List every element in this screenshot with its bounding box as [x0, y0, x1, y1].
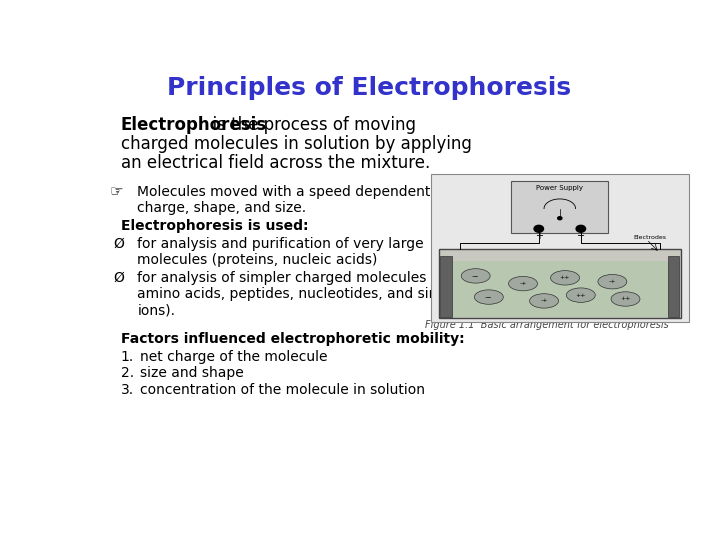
Bar	[440, 256, 452, 318]
Text: Electrodes: Electrodes	[634, 235, 667, 240]
Text: -+: -+	[519, 281, 527, 286]
Text: -+: -+	[608, 279, 616, 284]
FancyBboxPatch shape	[439, 249, 680, 318]
Ellipse shape	[598, 274, 627, 289]
Text: Molecules moved with a speed dependent on their: Molecules moved with a speed dependent o…	[138, 185, 489, 199]
Text: −: −	[577, 231, 585, 240]
Ellipse shape	[462, 269, 490, 283]
Text: ☞: ☞	[109, 184, 123, 199]
Text: Principles of Electrophoresis: Principles of Electrophoresis	[167, 76, 571, 100]
Circle shape	[558, 217, 562, 220]
Text: molecules (proteins, nucleic acids): molecules (proteins, nucleic acids)	[138, 253, 378, 267]
FancyBboxPatch shape	[431, 174, 688, 322]
Text: -+: -+	[540, 299, 548, 303]
Ellipse shape	[530, 294, 559, 308]
Text: Ø: Ø	[114, 237, 125, 251]
Ellipse shape	[474, 290, 503, 304]
Ellipse shape	[567, 288, 595, 302]
FancyBboxPatch shape	[511, 181, 608, 233]
Text: Factors influenced electrophoretic mobility:: Factors influenced electrophoretic mobil…	[121, 332, 464, 346]
Text: Electrophoresis is used:: Electrophoresis is used:	[121, 219, 308, 233]
Text: ++: ++	[575, 293, 586, 298]
Text: an electrical field across the mixture.: an electrical field across the mixture.	[121, 153, 430, 172]
Text: for analysis and purification of very large: for analysis and purification of very la…	[138, 237, 424, 251]
Ellipse shape	[611, 292, 640, 306]
Text: +: +	[535, 231, 543, 240]
Text: concentration of the molecule in solution: concentration of the molecule in solutio…	[140, 383, 426, 397]
Ellipse shape	[508, 276, 537, 291]
Text: charge, shape, and size.: charge, shape, and size.	[138, 201, 307, 215]
Text: Figure 1.1  Basic arrangement for electrophoresis: Figure 1.1 Basic arrangement for electro…	[425, 320, 669, 330]
Text: 1.: 1.	[121, 350, 134, 364]
Text: 3.: 3.	[121, 383, 134, 397]
Text: Power Supply: Power Supply	[536, 185, 583, 191]
Text: Electrophoresis: Electrophoresis	[121, 116, 267, 134]
Text: Ø: Ø	[114, 271, 125, 285]
Text: -−: -−	[472, 273, 480, 279]
Text: charged molecules in solution by applying: charged molecules in solution by applyin…	[121, 135, 472, 153]
Text: size and shape: size and shape	[140, 366, 244, 380]
Text: for analysis of simpler charged molecules (sugars,: for analysis of simpler charged molecule…	[138, 271, 487, 285]
Text: 2.: 2.	[121, 366, 134, 380]
FancyBboxPatch shape	[440, 261, 680, 318]
Ellipse shape	[551, 271, 580, 285]
Text: -−: -−	[485, 294, 492, 300]
Text: is the process of moving: is the process of moving	[202, 116, 415, 134]
Text: ++: ++	[560, 275, 570, 280]
Circle shape	[534, 225, 544, 232]
Text: ions).: ions).	[138, 304, 176, 318]
Bar	[667, 256, 680, 318]
Text: net charge of the molecule: net charge of the molecule	[140, 350, 328, 364]
Text: amino acids, peptides, nucleotides, and simpler: amino acids, peptides, nucleotides, and …	[138, 287, 469, 301]
Circle shape	[576, 225, 585, 232]
Text: ++: ++	[620, 296, 631, 301]
